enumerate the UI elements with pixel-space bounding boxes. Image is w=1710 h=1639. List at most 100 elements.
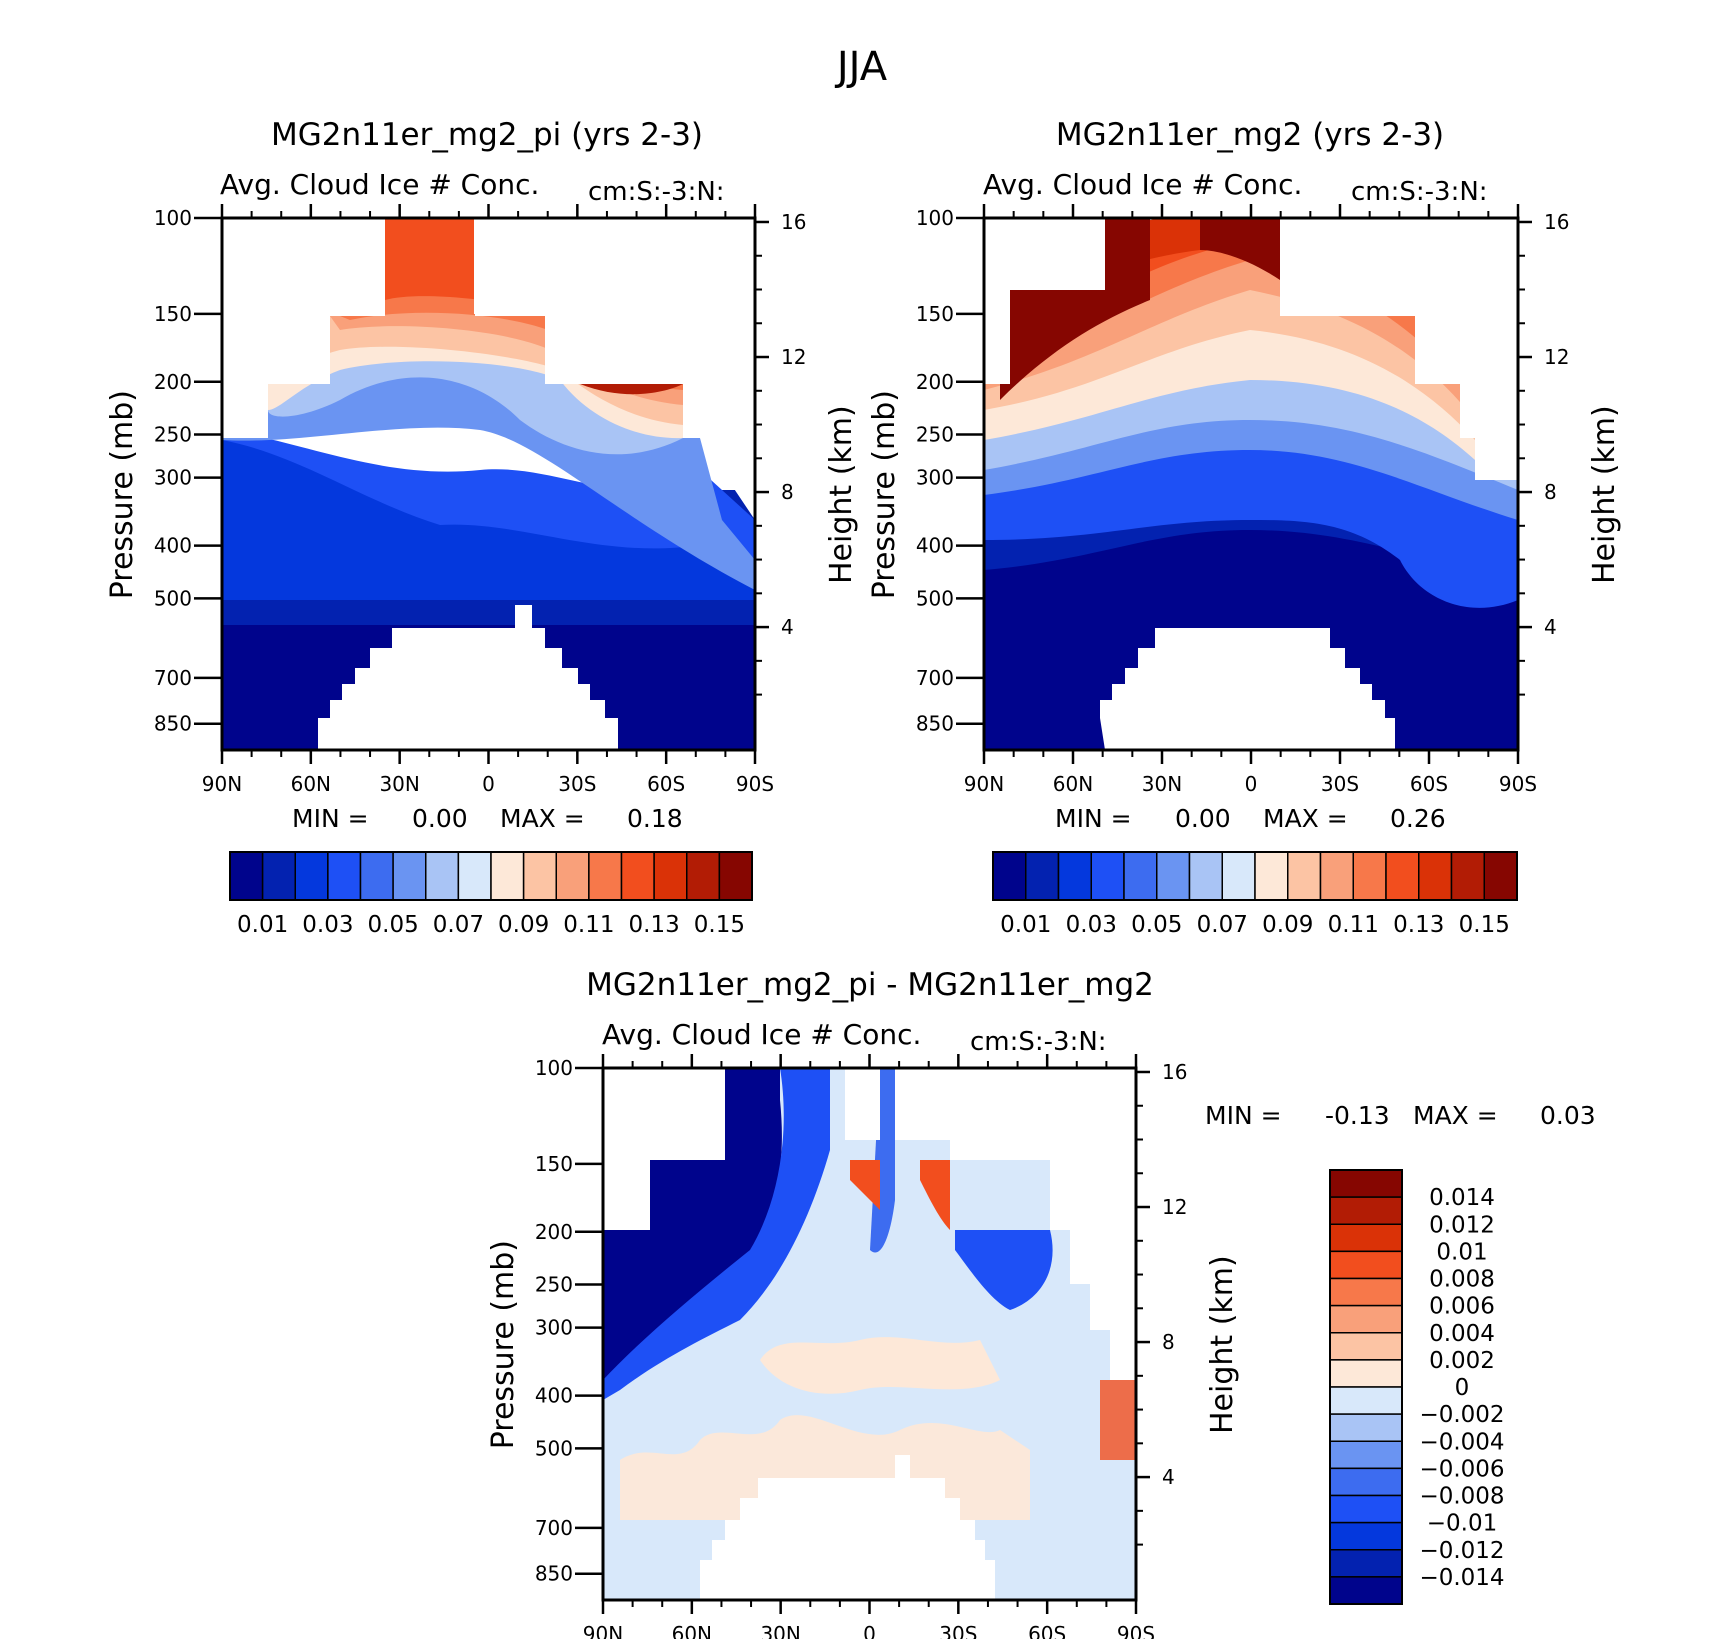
colorbar-swatch <box>1254 851 1289 901</box>
panel-1-subtitle: Avg. Cloud Ice # Conc. <box>220 168 539 201</box>
p1-band-red-orange <box>385 218 670 384</box>
x-tick-label: 0 <box>863 1622 876 1639</box>
panel-2-title: MG2n11er_mg2 (yrs 2-3) <box>1056 117 1444 153</box>
colorbar-swatch <box>1329 1386 1403 1415</box>
colorbar-swatch <box>1352 851 1387 901</box>
colorbar-swatch <box>1329 1359 1403 1388</box>
panel-2-colorbar <box>992 851 1518 901</box>
colorbar-swatch <box>1090 851 1125 901</box>
p2-missing-surface <box>1100 628 1395 750</box>
colorbar-swatch <box>1329 1549 1403 1578</box>
y-tick-label: 250 <box>154 423 192 447</box>
p2-band-darkest-left <box>1000 218 1150 400</box>
x-tick-label: 60N <box>1053 772 1093 796</box>
colorbar-label: −0.01 <box>1427 1511 1497 1537</box>
colorbar-label: 0.01 <box>1436 1239 1487 1265</box>
colorbar-swatch <box>1156 851 1191 901</box>
colorbar-swatch <box>620 851 655 901</box>
colorbar-swatch <box>1329 1440 1403 1470</box>
y-tick-label: 700 <box>916 666 954 690</box>
min-value: -0.13 <box>1325 1101 1390 1130</box>
p3-blue-mid <box>870 1068 895 1253</box>
p3-blue-edge <box>603 1068 830 1400</box>
max-value: 0.18 <box>627 804 683 833</box>
colorbar-swatch <box>588 851 623 901</box>
panel-3-title: MG2n11er_mg2_pi - MG2n11er_mg2 <box>586 967 1154 1003</box>
colorbar-swatch <box>686 851 721 901</box>
colorbar-swatch <box>1329 1304 1403 1334</box>
max-label: MAX = <box>1413 1101 1498 1130</box>
colorbar-swatch <box>1329 1521 1403 1551</box>
y2-tick-label: 16 <box>1544 210 1569 234</box>
colorbar-label: 0 <box>1455 1375 1470 1401</box>
colorbar-label: 0.012 <box>1429 1212 1495 1238</box>
panel-1-title: MG2n11er_mg2_pi (yrs 2-3) <box>271 117 703 153</box>
colorbar-label: 0.004 <box>1429 1321 1495 1347</box>
y-tick-label: 150 <box>154 302 192 326</box>
text-layer: 90N 60N 30N 0 30S 60S 90S 100 150 200 250 300 400 500… <box>105 206 1622 1639</box>
y-tick-label: 300 <box>916 466 954 490</box>
colorbar-label: −0.014 <box>1419 1565 1504 1591</box>
colorbar-label: 0.11 <box>563 912 614 938</box>
colorbar-label: −0.012 <box>1419 1538 1504 1564</box>
panel-2-axes <box>956 204 1532 901</box>
p3-missing-gap-center <box>845 1068 880 1140</box>
p3-red-right <box>920 1160 950 1230</box>
colorbar-swatch <box>1025 851 1060 901</box>
x-tick-label: 30S <box>939 1622 977 1639</box>
y-tick-label: 200 <box>916 370 954 394</box>
x-tick-label: 60N <box>672 1622 712 1639</box>
colorbar-label: −0.004 <box>1419 1429 1504 1455</box>
x-tick-label: 60S <box>1028 1622 1066 1639</box>
figure-title: JJA <box>834 44 888 90</box>
colorbar-label: 0.09 <box>1262 912 1313 938</box>
y2-axis-label: Height (km) <box>824 405 859 584</box>
y-tick-label: 150 <box>535 1152 573 1176</box>
p1-missing-gap <box>474 218 500 314</box>
colorbar-label: 0.09 <box>498 912 549 938</box>
p1-missing-upper-right <box>475 218 755 520</box>
y-tick-label: 300 <box>154 466 192 490</box>
axes-layer <box>194 204 1532 1614</box>
panel-2-field <box>984 218 1518 750</box>
colorbar-label: 0.01 <box>237 912 288 938</box>
colorbar-swatch <box>718 851 753 901</box>
x-tick-label: 0 <box>482 772 495 796</box>
y2-tick-label: 8 <box>781 480 794 504</box>
y-tick-label: 850 <box>535 1562 573 1586</box>
y-tick-label: 500 <box>916 586 954 610</box>
colorbar-frame <box>229 851 753 901</box>
p2-band-blue <box>984 440 1518 608</box>
x-tick-label: 90S <box>736 772 774 796</box>
x-tick-label: 30N <box>379 772 419 796</box>
y-tick-label: 400 <box>535 1384 573 1408</box>
panel-1: MG2n11er_mg2_pi (yrs 2-3) Avg. Cloud Ice… <box>220 117 755 750</box>
colorbar-frame <box>992 851 1518 901</box>
p3-missing-surface <box>700 1455 995 1600</box>
y-tick-label: 100 <box>916 206 954 230</box>
x-tick-label: 90N <box>964 772 1004 796</box>
panel-2-subtitle: Avg. Cloud Ice # Conc. <box>983 168 1302 201</box>
p2-missing-upper-left <box>984 218 1150 384</box>
colorbar-swatch <box>1221 851 1256 901</box>
colorbar-swatch <box>1188 851 1223 901</box>
colorbar-label: 0.15 <box>1459 912 1510 938</box>
panel-2: MG2n11er_mg2 (yrs 2-3) Avg. Cloud Ice # … <box>983 117 1518 750</box>
p2-band-pale <box>984 320 1475 460</box>
colorbar-swatch <box>1329 1250 1403 1280</box>
p3-pale-mid <box>760 1337 1000 1394</box>
colorbar-swatch <box>1329 1196 1403 1225</box>
colorbar-label: −0.006 <box>1419 1456 1504 1482</box>
panel-3-subtitle: Avg. Cloud Ice # Conc. <box>602 1018 921 1051</box>
y2-tick-label: 12 <box>1544 345 1569 369</box>
y-axis-label: Pressure (mb) <box>867 390 902 599</box>
y2-tick-label: 12 <box>1162 1195 1187 1219</box>
colorbar-swatch <box>653 851 688 901</box>
p1-band-mid-blue <box>222 218 755 590</box>
colorbar-label: 0.05 <box>1131 912 1182 938</box>
y-axis-label: Pressure (mb) <box>105 390 140 599</box>
colorbar-label: 0.15 <box>694 912 745 938</box>
colorbar-swatch <box>425 851 460 901</box>
y-tick-label: 300 <box>535 1316 573 1340</box>
colorbar-label: −0.008 <box>1419 1484 1504 1510</box>
